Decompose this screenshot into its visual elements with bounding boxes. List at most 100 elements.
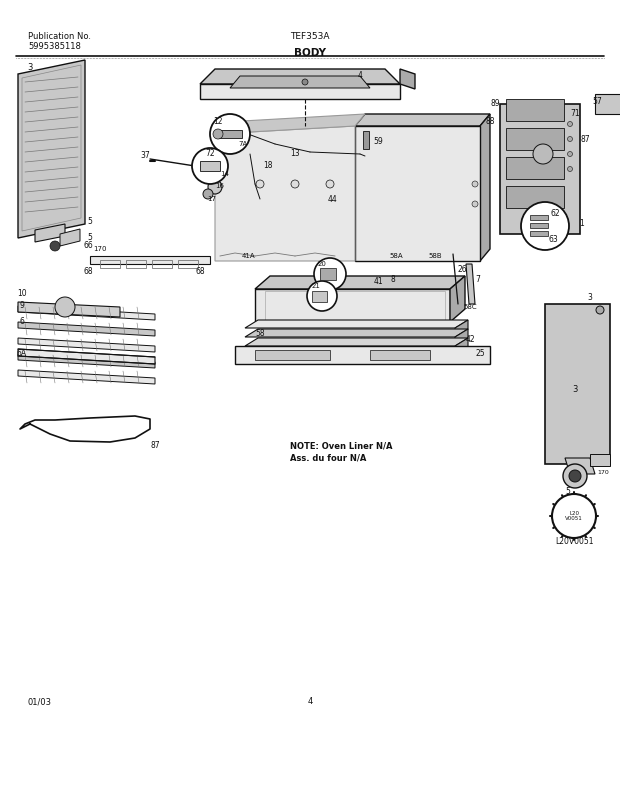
Polygon shape (235, 346, 490, 364)
Text: 87: 87 (580, 134, 590, 144)
Text: 44: 44 (327, 195, 337, 203)
Text: Ass. du four N/A: Ass. du four N/A (290, 453, 366, 462)
Text: NOTE: Oven Liner N/A: NOTE: Oven Liner N/A (290, 441, 392, 450)
Bar (506, 128, 564, 150)
Text: 3: 3 (588, 294, 593, 303)
Polygon shape (60, 229, 80, 246)
Polygon shape (200, 161, 220, 171)
Polygon shape (370, 350, 430, 360)
Polygon shape (466, 264, 475, 304)
Text: 170: 170 (597, 469, 609, 475)
Polygon shape (455, 338, 468, 355)
Text: 5995385118: 5995385118 (28, 42, 81, 51)
Text: 8: 8 (391, 275, 396, 283)
Circle shape (472, 181, 478, 187)
Polygon shape (255, 350, 330, 360)
Polygon shape (590, 454, 610, 466)
Circle shape (563, 464, 587, 488)
Text: 68: 68 (83, 268, 93, 276)
Text: 63: 63 (548, 236, 558, 245)
Polygon shape (455, 320, 468, 337)
Text: 68: 68 (195, 268, 205, 276)
Bar (312, 291, 327, 302)
Circle shape (302, 79, 308, 85)
Circle shape (567, 167, 572, 172)
Text: 25: 25 (475, 349, 485, 359)
Text: 72: 72 (205, 149, 215, 159)
Circle shape (533, 144, 553, 164)
Polygon shape (545, 304, 610, 464)
Text: 58C: 58C (463, 304, 477, 310)
Circle shape (314, 258, 346, 290)
Text: 5: 5 (565, 488, 570, 496)
Polygon shape (355, 126, 480, 261)
Text: 26: 26 (457, 264, 467, 273)
Circle shape (326, 180, 334, 188)
Text: TEF353A: TEF353A (290, 32, 330, 41)
Text: 6: 6 (20, 318, 24, 326)
Polygon shape (565, 458, 595, 474)
Polygon shape (18, 60, 85, 238)
Polygon shape (218, 130, 242, 138)
Circle shape (213, 129, 223, 139)
Circle shape (50, 241, 60, 251)
Circle shape (208, 180, 222, 194)
Text: 7A: 7A (238, 141, 247, 147)
Text: 14: 14 (221, 171, 229, 177)
Text: 170: 170 (93, 246, 107, 252)
Text: 71: 71 (570, 109, 580, 118)
Polygon shape (236, 128, 244, 152)
Polygon shape (480, 114, 490, 261)
Circle shape (552, 494, 596, 538)
Polygon shape (18, 306, 155, 320)
Polygon shape (18, 322, 155, 336)
Text: L20V0051: L20V0051 (555, 538, 593, 546)
Bar (506, 99, 564, 121)
Circle shape (291, 180, 299, 188)
Bar (320, 268, 336, 280)
Polygon shape (18, 349, 155, 364)
Polygon shape (18, 370, 155, 384)
Text: 88: 88 (485, 118, 495, 126)
Circle shape (307, 281, 337, 311)
Text: 01/03: 01/03 (28, 697, 52, 707)
Polygon shape (215, 126, 355, 261)
Polygon shape (18, 354, 155, 368)
Circle shape (596, 306, 604, 314)
Polygon shape (245, 338, 468, 346)
Polygon shape (18, 338, 155, 352)
Polygon shape (245, 320, 468, 328)
Text: 18: 18 (264, 161, 273, 171)
Polygon shape (400, 69, 415, 89)
Text: 41A: 41A (241, 253, 255, 259)
Circle shape (256, 180, 264, 188)
Bar (595, 94, 620, 114)
Bar (530, 223, 548, 228)
Text: 37: 37 (140, 152, 150, 160)
Text: 20: 20 (317, 261, 327, 267)
Polygon shape (200, 69, 400, 84)
Polygon shape (245, 329, 468, 337)
Text: 62: 62 (550, 210, 560, 218)
Polygon shape (450, 276, 465, 322)
Polygon shape (200, 84, 400, 99)
Bar (506, 186, 564, 208)
Text: 4: 4 (358, 71, 363, 80)
Polygon shape (255, 289, 450, 322)
Text: 57: 57 (592, 98, 602, 106)
Circle shape (569, 470, 581, 482)
Text: 5: 5 (87, 218, 92, 226)
Text: 87: 87 (150, 441, 160, 450)
Text: 10: 10 (17, 290, 27, 299)
Circle shape (210, 114, 250, 154)
Polygon shape (455, 329, 468, 346)
Text: L20
V0051: L20 V0051 (565, 511, 583, 522)
Bar (506, 157, 564, 179)
Text: 42: 42 (465, 334, 475, 344)
Text: 16: 16 (216, 183, 224, 189)
Circle shape (521, 202, 569, 250)
Text: 4: 4 (308, 697, 312, 707)
Text: 7: 7 (476, 275, 480, 283)
Text: 58A: 58A (389, 253, 403, 259)
Bar (363, 131, 369, 149)
